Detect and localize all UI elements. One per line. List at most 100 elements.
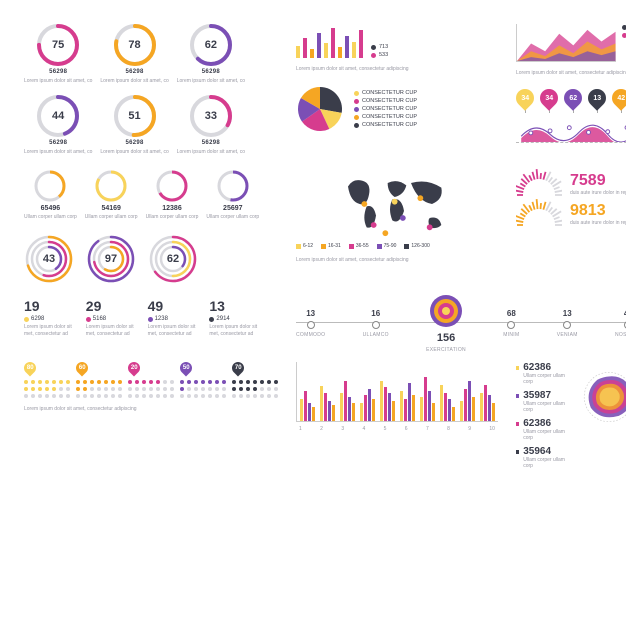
lorem-1: Lorem ipsum dolor sit amet, consectetur … bbox=[296, 66, 498, 73]
legend-item: 16-31 bbox=[321, 243, 341, 249]
ring-label: 56298 bbox=[125, 140, 143, 146]
timeline-bullseye: 156EXERCITATION bbox=[426, 293, 466, 353]
wave-chart bbox=[516, 117, 626, 143]
map-marker bbox=[361, 201, 367, 207]
stat-block: 196298Lorem ipsum dolor sit met, consect… bbox=[24, 298, 72, 337]
arc-gauges: 65496Ullam corper ullam corp54169Ullam c… bbox=[24, 169, 278, 284]
ring-label: 56298 bbox=[202, 140, 220, 146]
bar-group bbox=[440, 385, 455, 421]
world-map-section: 6-1216-3136-5575-90126-300 Lorem ipsum d… bbox=[296, 169, 498, 284]
map-marker bbox=[417, 195, 423, 201]
bar bbox=[296, 46, 300, 58]
pie-chart bbox=[296, 85, 344, 133]
map-pin: 34 bbox=[540, 89, 558, 113]
dot-column: 60 bbox=[76, 362, 122, 398]
ring-label: 56298 bbox=[125, 69, 143, 75]
map-pin: 34 bbox=[516, 89, 534, 113]
bar bbox=[359, 30, 363, 58]
legend-item: CONSECTETUR CUP bbox=[354, 122, 417, 128]
map-marker bbox=[371, 222, 377, 228]
map-marker bbox=[427, 224, 433, 230]
bar-group bbox=[340, 381, 355, 421]
legend-item: CONSECTETUR CUP bbox=[354, 98, 417, 104]
infographic-grid: 7556298Lorem ipsum dolor sit amet, co785… bbox=[24, 24, 602, 469]
grouped-bar-chart bbox=[296, 362, 498, 422]
big-stat: 62386Ullam corper ullam corp bbox=[516, 418, 566, 441]
timeline: 13COMMODO16ULLAMCO156EXERCITATION68MINIM… bbox=[296, 298, 626, 348]
legend-item: 36-55 bbox=[349, 243, 369, 249]
legend-item: 6-12 bbox=[296, 243, 313, 249]
bar-group bbox=[320, 386, 335, 421]
arc-gauge: 54169Ullam corper ullam corp bbox=[85, 169, 138, 220]
timeline-node: 16ULLAMCO bbox=[363, 309, 389, 338]
ring-value: 51 bbox=[114, 95, 156, 137]
blob-shape bbox=[576, 362, 626, 432]
map-marker bbox=[382, 230, 388, 236]
grouped-bars: 12345678910 bbox=[296, 362, 498, 469]
bar bbox=[352, 42, 356, 58]
legend-item: CONSECTETUR CUP bbox=[354, 90, 417, 96]
triple-ring-gauges: 439762 bbox=[24, 234, 278, 284]
big-stat: 35987Ullam corper ullam corp bbox=[516, 390, 566, 413]
legend-item: 2576 bbox=[622, 24, 626, 30]
ring-label: 56298 bbox=[49, 140, 67, 146]
big-stat: 62386Ullam corper ullam corp bbox=[516, 362, 566, 385]
bar bbox=[303, 38, 307, 58]
bar bbox=[310, 49, 314, 58]
dot-column: 70 bbox=[232, 362, 278, 398]
legend-item: CONSECTETUR CUP bbox=[354, 114, 417, 120]
timeline-section: 13COMMODO16ULLAMCO156EXERCITATION68MINIM… bbox=[296, 298, 626, 348]
legend-item: 75-90 bbox=[377, 243, 397, 249]
ring-gauge: 6256298Lorem ipsum dolor sit amet, co bbox=[177, 24, 245, 85]
ring-gauges-top: 7556298Lorem ipsum dolor sit amet, co785… bbox=[24, 24, 278, 155]
bar-group bbox=[460, 381, 475, 421]
timeline-node: 68MINIM bbox=[503, 309, 519, 338]
map-pin: 13 bbox=[588, 89, 606, 113]
map-marker bbox=[400, 215, 406, 221]
timeline-node: 42NOSTRUD bbox=[615, 309, 626, 338]
ring-gauge: 4456298Lorem ipsum dolor sit amet, co bbox=[24, 95, 92, 156]
legend-item: CONSECTETUR CUP bbox=[354, 106, 417, 112]
timeline-node: 13VENIAM bbox=[557, 309, 578, 338]
stat-block: 295168Lorem ipsum dolor sit met, consect… bbox=[86, 298, 134, 337]
area-chart bbox=[516, 24, 616, 62]
ring-gauge: 7856298Lorem ipsum dolor sit amet, co bbox=[100, 24, 168, 85]
number-stats: 196298Lorem ipsum dolor sit met, consect… bbox=[24, 298, 278, 348]
map-pin: 62 bbox=[564, 89, 582, 113]
bar bbox=[324, 43, 328, 58]
radial-stat: 9813duis aute irure dolor in rep bbox=[516, 199, 626, 229]
dot-column: 50 bbox=[180, 362, 226, 398]
ring-gauge: 7556298Lorem ipsum dolor sit amet, co bbox=[24, 24, 92, 85]
radial-stats: 7589duis aute irure dolor in rep9813duis… bbox=[516, 169, 626, 284]
bar bbox=[317, 33, 321, 58]
bar bbox=[345, 36, 349, 58]
bar-group bbox=[360, 389, 375, 421]
bar-group bbox=[480, 385, 495, 421]
bar bbox=[331, 28, 335, 58]
ring-gauge: 3356298Lorem ipsum dolor sit amet, co bbox=[177, 95, 245, 156]
ring-gauge: 5156298Lorem ipsum dolor sit amet, co bbox=[100, 95, 168, 156]
stat-block: 132914Lorem ipsum dolor sit met, consect… bbox=[209, 298, 257, 337]
ring-label: 56298 bbox=[202, 69, 220, 75]
bar-group bbox=[400, 383, 415, 421]
radial-stat: 7589duis aute irure dolor in rep bbox=[516, 169, 626, 199]
map-marker bbox=[392, 199, 398, 205]
world-map bbox=[296, 169, 498, 239]
ring-value: 75 bbox=[37, 24, 79, 66]
ring-label: 56298 bbox=[49, 69, 67, 75]
bars-and-pie: 713533 Lorem ipsum dolor sit amet, conse… bbox=[296, 24, 498, 155]
multi-ring-gauge: 43 bbox=[24, 234, 74, 284]
pin-markers: 3434621342 bbox=[516, 89, 626, 113]
arc-gauge: 12386Ullam corper ullam corp bbox=[146, 169, 199, 220]
timeline-node: 13COMMODO bbox=[296, 309, 325, 338]
ring-value: 44 bbox=[37, 95, 79, 137]
stat-block: 491238Lorem ipsum dolor sit met, consect… bbox=[148, 298, 196, 337]
bar-group bbox=[300, 391, 315, 421]
bar-group bbox=[420, 377, 435, 421]
legend-item: 126-300 bbox=[404, 243, 429, 249]
ring-value: 33 bbox=[190, 95, 232, 137]
multi-ring-gauge: 62 bbox=[148, 234, 198, 284]
area-and-pins: 25762576 Lorem ipsum dolor sit amet, con… bbox=[516, 24, 626, 155]
mini-bar-chart bbox=[296, 24, 363, 58]
legend-item: 533 bbox=[371, 52, 388, 58]
